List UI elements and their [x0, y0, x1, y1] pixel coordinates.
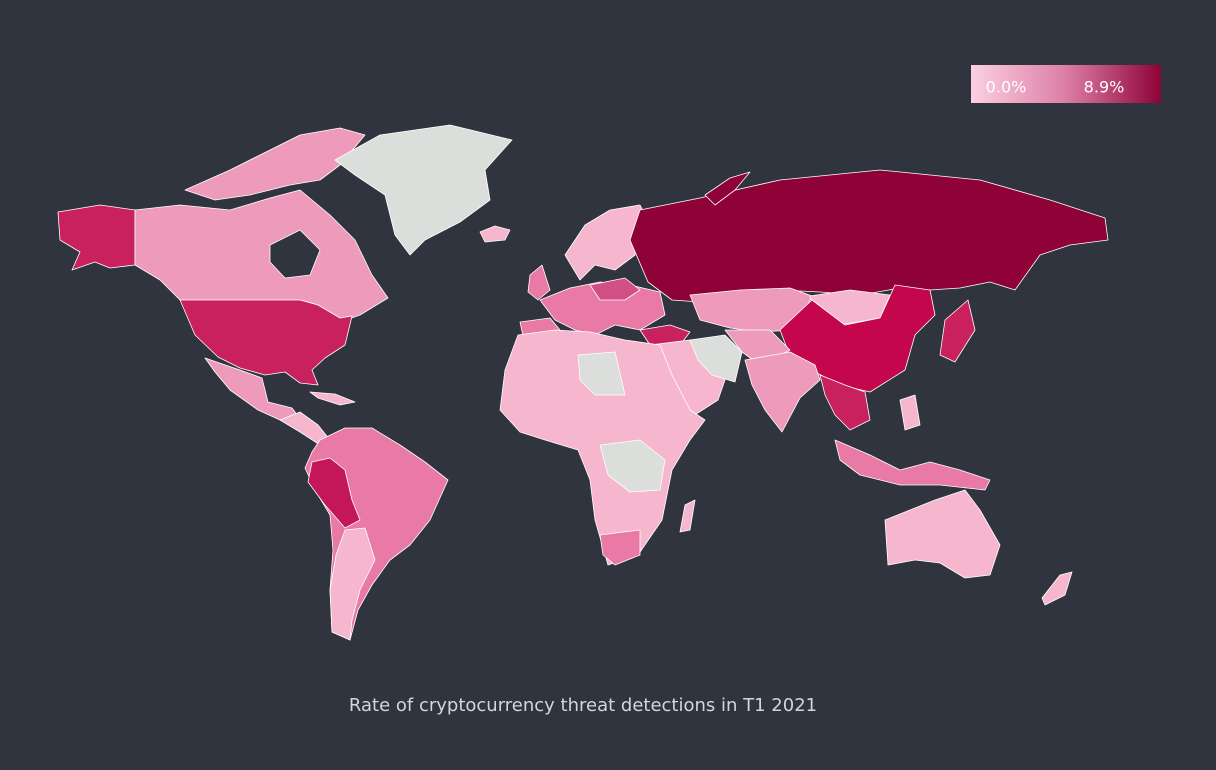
uk — [527, 264, 551, 301]
greenland — [334, 124, 513, 256]
russia-islands — [704, 171, 751, 206]
legend-gradient — [971, 65, 1161, 103]
alaska — [57, 204, 136, 271]
turkey — [639, 324, 691, 346]
australia — [884, 489, 1001, 579]
world-map — [57, 124, 1109, 641]
caption: Rate of cryptocurrency threat detections… — [349, 695, 817, 716]
hudson-bay — [269, 229, 321, 279]
iran — [689, 334, 743, 383]
western-europe — [539, 281, 666, 336]
indonesia — [834, 439, 991, 491]
central-africa-grey — [599, 439, 666, 493]
legend: 0.0% 8.9% — [971, 65, 1161, 103]
usa — [179, 299, 353, 386]
north-africa-grey — [577, 351, 626, 396]
south-africa — [599, 529, 641, 566]
southern-cone — [329, 527, 376, 641]
eastern-europe — [589, 277, 641, 301]
legend-max-label: 8.9% — [1084, 78, 1125, 97]
cuba — [309, 391, 356, 406]
china — [779, 284, 936, 393]
madagascar — [679, 499, 696, 533]
peru — [307, 457, 361, 529]
iceland — [479, 225, 511, 243]
india — [744, 351, 821, 433]
korea-japan — [939, 299, 976, 363]
legend-min-label: 0.0% — [986, 78, 1027, 97]
canada — [134, 189, 389, 323]
new-zealand — [1041, 571, 1073, 606]
southeast-asia — [819, 374, 871, 431]
philippines — [899, 394, 921, 431]
